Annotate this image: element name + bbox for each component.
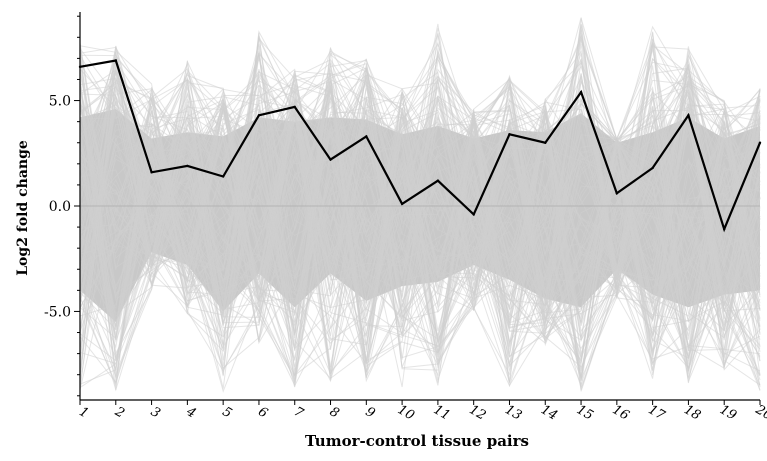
series-point: [257, 114, 261, 117]
x-tick-label: 5: [220, 404, 235, 421]
series-point: [114, 59, 117, 62]
x-tick-label: 4: [183, 404, 199, 422]
series-point: [472, 213, 475, 216]
x-tick-label: 14: [538, 402, 560, 423]
x-tick-label: 16: [610, 402, 632, 423]
y-tick-label: 5.0: [49, 94, 71, 110]
highlighted-series: [78, 59, 762, 233]
background-profile-line: [79, 52, 761, 379]
x-axis-ticks: 1 2 3 4 5 6 7 8 9 10 11 12 13 14 15 16 17 18 19 20: [76, 400, 767, 424]
series-point: [508, 133, 511, 136]
x-tick-label: 15: [574, 402, 596, 423]
series-point: [150, 171, 153, 174]
background-profile-line: [79, 32, 761, 376]
series-point: [436, 179, 440, 182]
series-point: [544, 141, 547, 144]
y-axis-title: Log2 fold change: [15, 140, 31, 276]
series-point: [579, 90, 583, 94]
x-tick-label: 11: [431, 402, 453, 423]
background-profile-line: [79, 66, 761, 383]
x-tick-label: 10: [395, 402, 417, 423]
series-point: [687, 114, 690, 117]
background-profile-line: [79, 98, 761, 371]
series-point: [293, 105, 296, 109]
x-tick-label: 18: [681, 402, 703, 423]
x-tick-label: 8: [327, 404, 342, 421]
background-profile-line: [79, 73, 761, 368]
series-point: [651, 166, 654, 170]
x-tick-label: 13: [502, 402, 524, 423]
series-point: [723, 227, 726, 231]
background-profile-line: [79, 48, 761, 362]
series-point: [221, 175, 225, 178]
y-tick-label: 0.0: [49, 199, 71, 215]
background-profile-line: [79, 67, 761, 348]
series-point: [365, 135, 368, 138]
background-profile-line: [79, 56, 761, 368]
x-axis-title: Tumor-control tissue pairs: [305, 432, 529, 450]
background-profile-line: [79, 27, 761, 391]
y-tick-label: -5.0: [44, 304, 71, 320]
x-tick-label: 1: [76, 404, 91, 421]
x-tick-label: 20: [752, 402, 767, 424]
background-profile-line: [79, 23, 761, 369]
x-tick-label: 3: [148, 404, 163, 421]
series-point: [400, 202, 404, 206]
background-profile-line: [79, 38, 761, 371]
x-tick-label: 9: [363, 404, 378, 421]
background-profile-line: [79, 54, 761, 362]
background-profile-line: [79, 46, 761, 369]
x-tick-label: 17: [645, 402, 667, 424]
background-profile-line: [79, 43, 761, 381]
x-tick-label: 7: [291, 404, 306, 421]
x-tick-label: 6: [255, 404, 270, 421]
y-axis-ticks: 5.0 0.0 -5.0: [44, 15, 80, 397]
series-point: [78, 65, 82, 69]
background-profile-line: [79, 43, 761, 343]
series-point: [758, 141, 762, 144]
background-profiles: [79, 17, 761, 393]
background-profile-line: [79, 57, 761, 348]
background-profile-line: [79, 93, 761, 385]
background-profile-line: [79, 69, 761, 365]
highlighted-series-line: [79, 59, 762, 233]
background-profile-line: [79, 85, 761, 379]
series-point: [186, 164, 189, 168]
background-profile-line: [79, 32, 761, 372]
background-profile-line: [79, 52, 761, 372]
x-tick-label: 19: [717, 402, 739, 423]
background-profile-line: [79, 18, 761, 372]
x-tick-label: 12: [467, 402, 489, 423]
series-point: [329, 158, 332, 161]
background-profile-line: [79, 46, 761, 307]
background-profile-line: [79, 44, 761, 379]
x-tick-label: 2: [111, 404, 127, 422]
series-point: [615, 192, 619, 195]
background-profile-line: [79, 28, 761, 357]
